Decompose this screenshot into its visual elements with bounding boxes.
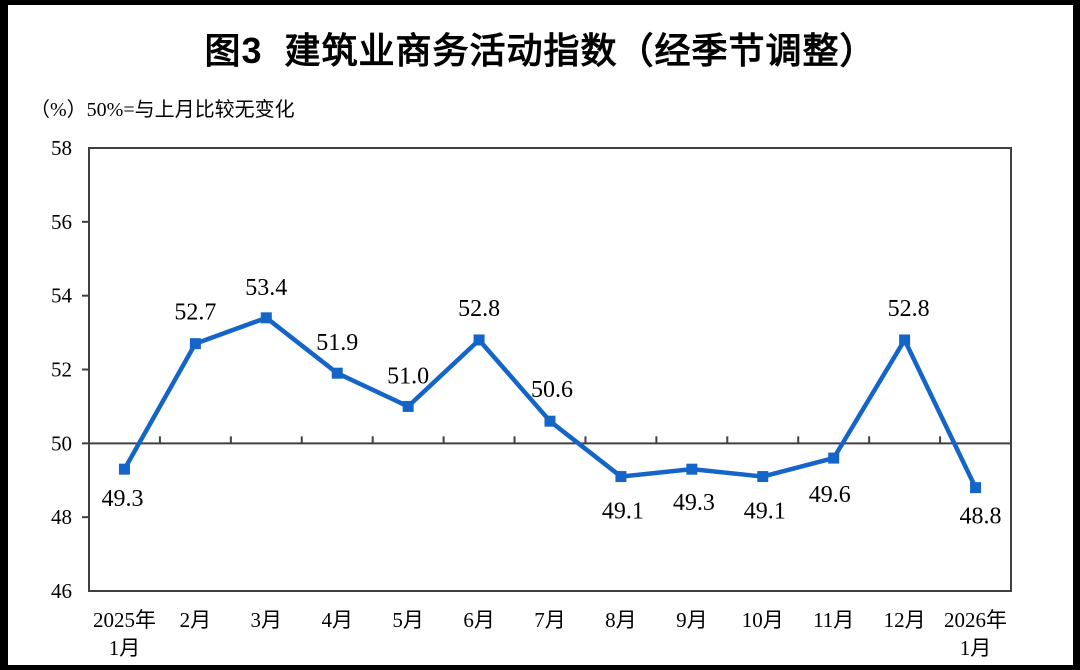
- data-point-marker: [473, 334, 485, 346]
- data-point-marker: [331, 367, 343, 379]
- x-axis-tick-label: 2025年 1月: [93, 608, 156, 660]
- x-axis-tick-label: 4月: [321, 608, 353, 632]
- y-axis-tick-label: 58: [51, 136, 72, 160]
- x-axis-tick-label: 9月: [676, 608, 708, 632]
- y-axis-tick-label: 56: [51, 210, 72, 234]
- data-point-marker: [544, 415, 556, 427]
- data-point-marker: [828, 452, 840, 464]
- data-point-label: 49.3: [673, 490, 715, 516]
- data-point-marker: [260, 312, 272, 324]
- y-axis-tick-label: 54: [51, 284, 73, 308]
- x-axis-tick-label: 2026年 1月: [944, 608, 1007, 660]
- data-point-label: 49.1: [602, 499, 644, 525]
- data-point-marker: [402, 400, 414, 412]
- data-point-marker: [189, 338, 201, 350]
- x-axis-tick-label: 7月: [534, 608, 566, 632]
- data-point-label: 52.8: [888, 296, 930, 322]
- x-axis-tick-label: 10月: [742, 608, 784, 632]
- chart-title: 图3 建筑业商务活动指数（经季节调整）: [204, 30, 877, 71]
- data-point-marker: [899, 334, 911, 346]
- data-point-label: 51.9: [316, 330, 358, 356]
- data-point-label: 49.3: [101, 486, 143, 512]
- data-point-marker: [118, 463, 130, 475]
- data-point-label: 52.8: [458, 296, 500, 322]
- x-axis-tick-label: 8月: [605, 608, 637, 632]
- data-point-label: 53.4: [245, 275, 287, 301]
- data-point-label: 51.0: [387, 363, 429, 389]
- data-point-label: 48.8: [960, 504, 1002, 530]
- y-axis-tick-label: 46: [51, 579, 72, 603]
- data-point-marker: [757, 471, 769, 483]
- axis-unit-note: （%）50%=与上月比较无变化: [30, 99, 295, 121]
- y-axis-tick-label: 48: [51, 505, 72, 529]
- plot-border: [88, 147, 1012, 592]
- line-chart: 46 48 50 52 54 56 58 2025年 1月 2月 3月 4月 5月 6月 7月 8月 9月 10月…: [51, 136, 1012, 660]
- y-axis-tick-label: 50: [51, 431, 72, 455]
- x-axis-tick-label: 2月: [180, 608, 212, 632]
- x-axis-tick-label: 12月: [884, 608, 926, 632]
- data-point-label: 50.6: [531, 377, 573, 403]
- x-axis-tick-label: 11月: [813, 608, 854, 632]
- data-point-label: 52.7: [174, 300, 216, 326]
- data-point-marker: [970, 482, 982, 494]
- data-point-label: 49.6: [809, 482, 851, 508]
- x-axis-tick-label: 6月: [463, 608, 495, 632]
- y-axis-tick-label: 52: [51, 358, 72, 382]
- data-point-marker: [615, 471, 627, 483]
- x-axis-tick-label: 3月: [251, 608, 283, 632]
- data-point-marker: [686, 463, 698, 475]
- x-axis-tick-label: 5月: [392, 608, 424, 632]
- data-point-label: 49.1: [744, 499, 786, 525]
